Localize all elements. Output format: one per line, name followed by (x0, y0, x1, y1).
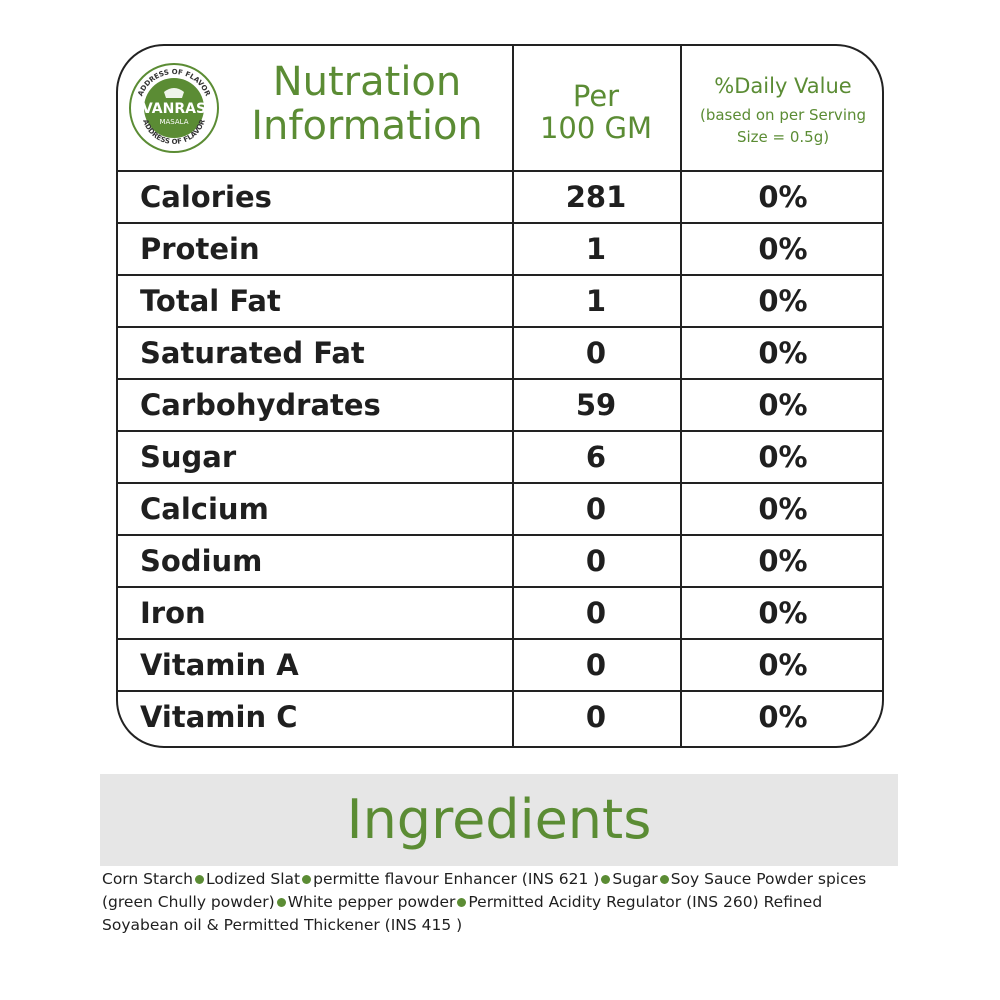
nutrient-daily-value: 0% (758, 492, 808, 526)
nutrient-name: Calories (140, 180, 272, 214)
nutrient-value: 0 (585, 700, 607, 734)
table-row: Saturated Fat 0 0% (118, 326, 882, 378)
logo-brand-sub: MASALA (159, 118, 188, 126)
table-row: Vitamin A 0 0% (118, 638, 882, 690)
bullet-dot-icon (276, 897, 286, 907)
nutrient-daily-value: 0% (758, 388, 808, 422)
ingredients-list: Corn Starch Lodized Slat permitte flavour … (102, 868, 902, 937)
nutrient-daily-value: 0% (758, 440, 808, 474)
nutrient-name: Sodium (140, 544, 263, 578)
nutrient-name: Sugar (140, 440, 237, 474)
daily-value-note: (based on per Serving Size = 0.5g) (682, 104, 882, 148)
table-row: Total Fat 1 0% (118, 274, 882, 326)
nutrient-value: 1 (585, 284, 607, 318)
per-line-2: 100 GM (539, 111, 653, 145)
nutrient-daily-value: 0% (758, 336, 808, 370)
table-row: Calories 281 0% (118, 170, 882, 222)
dv-note-line-1: (based on per Serving (699, 106, 867, 124)
column-divider (512, 46, 514, 746)
nutrient-value: 59 (575, 388, 617, 422)
ingredient-item: Sugar (612, 870, 658, 888)
nutrient-daily-value: 0% (758, 648, 808, 682)
ingredient-item: Permitted Acidity Regulator (INS 260) Re… (102, 893, 823, 934)
nutrient-value: 6 (585, 440, 607, 474)
logo-brand-name: VANRAS (142, 101, 206, 117)
table-row: Protein 1 0% (118, 222, 882, 274)
ingredients-banner: Ingredients (100, 774, 898, 866)
per-line-1: Per (572, 79, 620, 113)
nutrient-value: 0 (585, 336, 607, 370)
ingredient-item: White pepper powder (287, 893, 456, 911)
nutrient-value: 281 (565, 180, 627, 214)
table-row: Sugar 6 0% (118, 430, 882, 482)
table-row: Calcium 0 0% (118, 482, 882, 534)
bullet-dot-icon (601, 874, 611, 884)
title-line-1: Nutration (272, 59, 462, 105)
ingredient-item: permitte flavour Enhancer (INS 621 ) (313, 870, 600, 888)
nutrient-value: 0 (585, 648, 607, 682)
table-header: ADDRESS OF FLAVOR ADDRESS OF FLAVOR VANR… (118, 46, 882, 170)
nutrient-name: Saturated Fat (140, 336, 365, 370)
ingredient-item: Corn Starch (102, 870, 193, 888)
ingredient-item: Lodized Slat (205, 870, 301, 888)
nutrient-daily-value: 0% (758, 544, 808, 578)
nutrient-daily-value: 0% (758, 700, 808, 734)
per-header: Per 100 GM (514, 80, 678, 144)
daily-value-header: %Daily Value (714, 74, 852, 98)
bullet-dot-icon (457, 897, 467, 907)
nutrient-value: 0 (585, 492, 607, 526)
table-row: Vitamin C 0 0% (118, 690, 882, 742)
table-row: Iron 0 0% (118, 586, 882, 638)
ingredient-item: Soy Sauce Powder spices (green Chully po… (102, 870, 867, 911)
column-divider (680, 46, 682, 746)
nutrient-name: Vitamin C (140, 700, 298, 734)
bullet-dot-icon (194, 874, 204, 884)
nutrient-name: Vitamin A (140, 648, 299, 682)
title-line-2: Information (251, 103, 483, 149)
nutrient-value: 1 (585, 232, 607, 266)
nutrient-name: Carbohydrates (140, 388, 381, 422)
nutrition-table: ADDRESS OF FLAVOR ADDRESS OF FLAVOR VANR… (116, 44, 884, 748)
ingredients-title: Ingredients (346, 788, 652, 851)
vanras-logo: ADDRESS OF FLAVOR ADDRESS OF FLAVOR VANR… (129, 63, 219, 153)
nutrient-value: 0 (585, 544, 607, 578)
nutrient-name: Calcium (140, 492, 269, 526)
nutrient-name: Iron (140, 596, 206, 630)
nutrient-daily-value: 0% (758, 596, 808, 630)
table-row: Sodium 0 0% (118, 534, 882, 586)
bullet-dot-icon (659, 874, 669, 884)
dv-note-line-2: Size = 0.5g) (736, 128, 830, 146)
nutrient-name: Protein (140, 232, 260, 266)
nutrient-daily-value: 0% (758, 180, 808, 214)
bullet-dot-icon (302, 874, 312, 884)
nutrient-value: 0 (585, 596, 607, 630)
nutrient-name: Total Fat (140, 284, 281, 318)
nutrient-daily-value: 0% (758, 232, 808, 266)
table-title: Nutration Information (242, 60, 492, 148)
table-row: Carbohydrates 59 0% (118, 378, 882, 430)
nutrient-daily-value: 0% (758, 284, 808, 318)
